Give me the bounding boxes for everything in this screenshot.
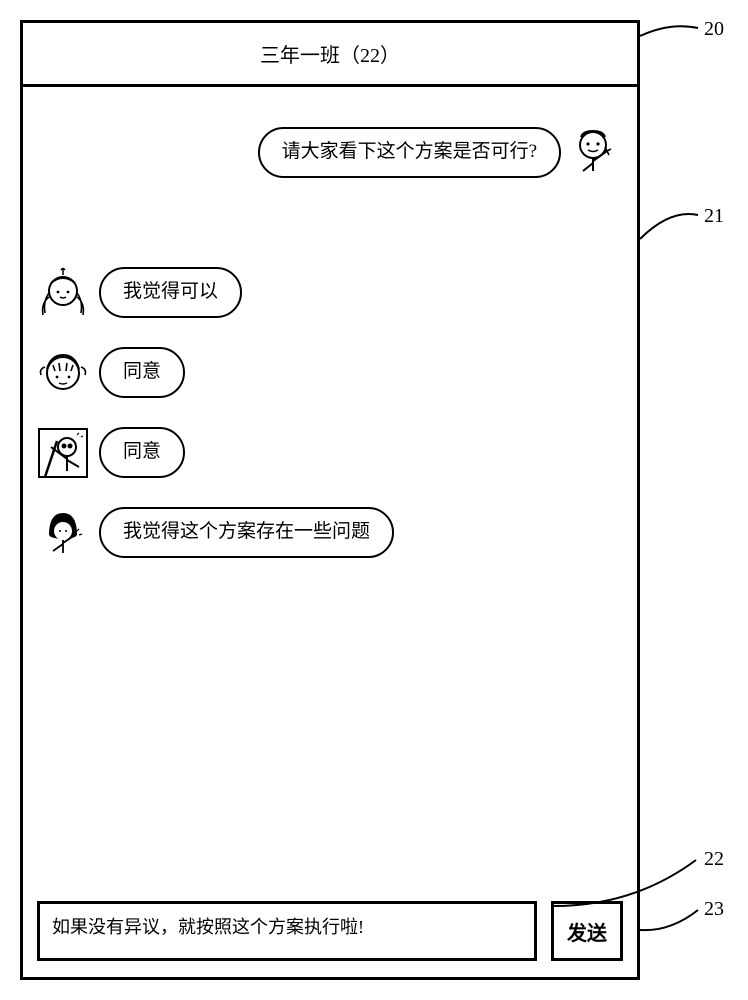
message-input[interactable]: 如果没有异议，就按照这个方案执行啦! — [37, 901, 537, 961]
message-bubble: 我觉得这个方案存在一些问题 — [99, 507, 394, 558]
message-row: 请大家看下这个方案是否可行? — [37, 127, 623, 179]
message-row: 我觉得这个方案存在一些问题 — [37, 507, 623, 559]
message-bubble: 请大家看下这个方案是否可行? — [258, 127, 561, 178]
avatar-girl-bob-icon — [37, 507, 89, 559]
message-row: 我觉得可以 — [37, 267, 623, 319]
message-bubble: 同意 — [99, 427, 185, 478]
chat-header: 三年一班（22） — [23, 23, 637, 87]
avatar-girl-pigtails-icon — [37, 267, 89, 319]
phone-frame: 三年一班（22） 请大家看下这个方案是否可行? — [20, 20, 640, 980]
callout-21: 21 — [704, 205, 724, 228]
chat-title: 三年一班（22） — [260, 39, 400, 68]
message-bubble: 我觉得可以 — [99, 267, 242, 318]
callout-20: 20 — [704, 18, 724, 41]
chat-area: 请大家看下这个方案是否可行? — [23, 87, 637, 891]
callout-23: 23 — [704, 898, 724, 921]
callout-22: 22 — [704, 848, 724, 871]
avatar-figure-framed-icon — [37, 427, 89, 479]
avatar-child-bangs-icon — [37, 347, 89, 399]
message-row: 同意 — [37, 427, 623, 479]
avatar-boy-wave-icon — [571, 127, 623, 179]
message-bubble: 同意 — [99, 347, 185, 398]
message-row: 同意 — [37, 347, 623, 399]
input-row: 如果没有异议，就按照这个方案执行啦! 发送 — [23, 891, 637, 977]
